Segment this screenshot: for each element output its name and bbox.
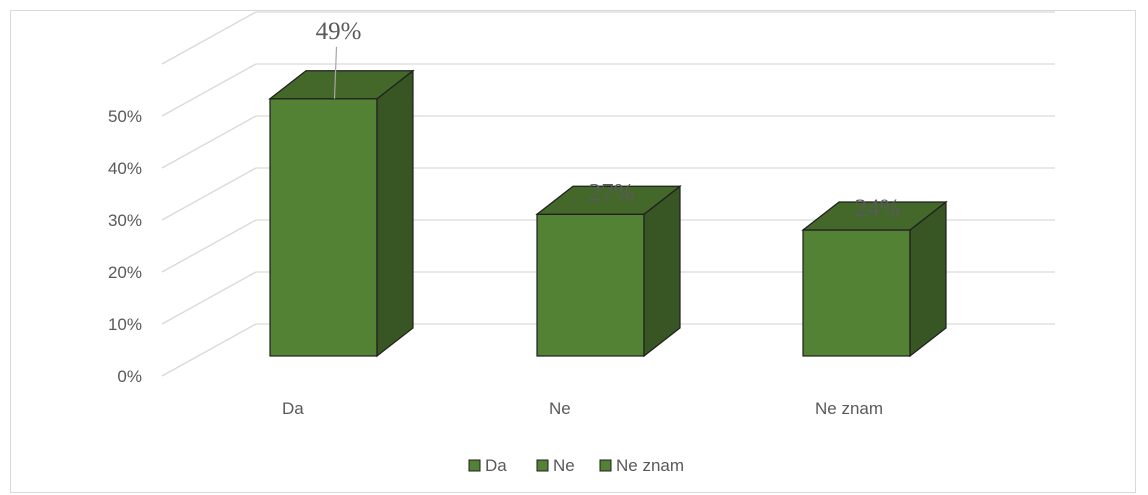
x-category-label: Da: [282, 399, 304, 418]
legend-swatch: [536, 459, 549, 472]
y-axis-ticks: 0% 10% 20% 30% 40% 50%: [108, 107, 142, 386]
data-label-leader: [333, 46, 338, 99]
x-category-label: Ne znam: [815, 399, 883, 418]
grid-line: [161, 219, 1055, 273]
legend-item: Da: [468, 456, 507, 475]
legend-label: Ne: [553, 456, 575, 475]
y-tick-label: 40%: [108, 159, 142, 178]
bar-side: [643, 185, 681, 358]
y-tick-label: 0%: [117, 367, 142, 386]
grid-line: [161, 323, 1055, 377]
legend-swatch: [599, 459, 612, 472]
bar-front: [269, 98, 378, 357]
x-axis-categories: Da Ne Ne znam: [282, 399, 883, 418]
bar-side: [376, 69, 414, 358]
bar-front: [802, 229, 911, 357]
bar-top: [801, 201, 948, 231]
bar-1: [268, 69, 415, 358]
grid-lines: [161, 11, 1055, 377]
y-tick-label: 10%: [108, 315, 142, 334]
legend-swatch: [468, 459, 481, 472]
data-label: 24%: [855, 195, 901, 222]
grid-line: [161, 63, 1055, 117]
bar-2: [535, 185, 682, 358]
legend-label: Ne znam: [616, 456, 684, 475]
x-category-label: Ne: [549, 399, 571, 418]
bar-front: [536, 213, 645, 357]
legend: Da Ne Ne znam: [468, 456, 684, 475]
grid-line: [161, 271, 1055, 325]
bar-top: [268, 70, 415, 100]
grid-line: [161, 115, 1055, 169]
bar-top: [535, 185, 682, 215]
data-label: 49%: [316, 18, 362, 45]
legend-item: Ne znam: [599, 456, 684, 475]
legend-item: Ne: [536, 456, 575, 475]
y-tick-label: 30%: [108, 211, 142, 230]
legend-label: Da: [485, 456, 507, 475]
grid-line: [161, 11, 1055, 65]
y-tick-label: 50%: [108, 107, 142, 126]
bar-3: [801, 200, 948, 358]
bars: [268, 69, 948, 358]
grid-line: [161, 167, 1055, 221]
y-tick-label: 20%: [108, 263, 142, 282]
data-labels: 49% 27% 24%: [316, 18, 901, 222]
data-label: 27%: [589, 179, 635, 206]
